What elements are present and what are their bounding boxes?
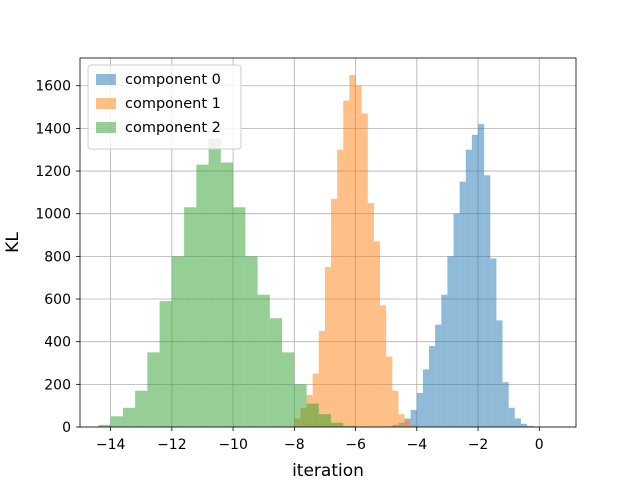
histogram-bar (520, 423, 528, 427)
histogram-bar (453, 213, 460, 427)
histogram-bar (331, 422, 344, 427)
histogram-bar (110, 416, 123, 427)
y-tick-label: 400 (44, 335, 71, 351)
histogram-bar (208, 139, 221, 428)
histogram-bar (159, 301, 172, 427)
histogram-bar (318, 414, 332, 427)
y-tick-label: 200 (44, 377, 71, 393)
histogram-bar (282, 352, 295, 427)
legend-box (87, 64, 242, 150)
histogram-bar (490, 258, 497, 427)
legend-label: component 2 (125, 120, 221, 136)
histogram-bar (527, 425, 534, 427)
x-tick-label: −6 (345, 437, 366, 453)
histogram-bar (269, 318, 283, 427)
series-1-bars (294, 75, 417, 427)
y-axis-label: KL (3, 232, 23, 253)
x-tick-label: −4 (406, 437, 427, 453)
x-tick-label: −10 (218, 437, 248, 453)
x-tick-label: −8 (284, 437, 305, 453)
legend-label: component 0 (125, 72, 221, 88)
histogram-bar (484, 175, 491, 427)
histogram-bar (386, 356, 393, 427)
histogram-bar (380, 305, 387, 427)
histogram-bar (147, 352, 160, 427)
histogram-bar (429, 345, 436, 427)
histogram-bar (306, 403, 319, 427)
histogram-bar (496, 320, 503, 427)
histogram-bar (343, 425, 356, 427)
legend-swatch (96, 122, 116, 133)
histogram-bar (471, 134, 479, 427)
histogram-bar (318, 331, 325, 427)
histogram-bar (478, 124, 485, 427)
histogram-bar (122, 407, 136, 427)
y-tick-label: 800 (44, 249, 71, 265)
x-tick-label: −2 (468, 437, 489, 453)
histogram-bar (331, 198, 338, 427)
x-tick-label: −14 (96, 437, 126, 453)
bars-layer (98, 75, 534, 428)
histogram-bar (465, 149, 472, 427)
series-0-bars (392, 124, 534, 427)
histogram-bar (416, 392, 423, 427)
legend-swatch (96, 98, 116, 109)
plot-frame (79, 57, 577, 428)
histogram-bar (98, 424, 111, 427)
histogram-bar (508, 407, 515, 427)
histogram-bar (337, 149, 344, 427)
x-tick-label: −12 (157, 437, 187, 453)
histogram-bar (410, 409, 417, 427)
histogram-bar (435, 324, 442, 427)
y-tick-label: 1400 (35, 121, 71, 137)
histogram-bar (135, 390, 148, 427)
histogram-bar (410, 424, 417, 427)
x-axis: −14 −12 −10 −8 −6 −4 −2 0 (96, 427, 544, 453)
histogram-bar (349, 75, 356, 427)
y-tick-label: 0 (62, 420, 71, 436)
y-tick-label: 1200 (35, 164, 71, 180)
y-axis: 0 200 400 600 800 1000 1200 1400 1600 (35, 79, 80, 436)
histogram-bar (343, 100, 350, 427)
histogram-bar (257, 294, 270, 427)
legend-swatch (96, 74, 116, 85)
histogram-bar (171, 256, 185, 427)
y-tick-label: 1600 (35, 79, 71, 95)
histogram-bar (398, 414, 405, 427)
histogram-bar (294, 384, 307, 427)
histogram-bar (514, 418, 521, 427)
histogram-bar (196, 164, 209, 427)
x-axis-label: iteration (292, 461, 364, 480)
histogram-bar (361, 113, 368, 427)
histogram-bar (373, 241, 381, 427)
series-2-bars (98, 139, 356, 428)
legend-label: component 1 (125, 96, 221, 112)
histogram-bar (233, 207, 246, 427)
histogram-bar (441, 294, 448, 427)
histogram-bar (184, 207, 197, 427)
histogram-bar (355, 85, 362, 427)
histogram-bar (312, 373, 319, 427)
histogram-bar (220, 162, 234, 427)
histogram-bar (447, 256, 454, 427)
y-tick-label: 600 (44, 292, 71, 308)
histogram-bar (502, 382, 509, 427)
histogram-bar (459, 181, 466, 427)
histogram-bar (422, 369, 430, 427)
histogram-bar (392, 390, 399, 427)
legend: component 0 component 1 component 2 (87, 64, 242, 150)
histogram-bar (367, 203, 374, 427)
x-tick-label: 0 (535, 437, 544, 453)
y-tick-label: 1000 (35, 207, 71, 223)
histogram-bar (404, 420, 411, 427)
histogram-bar (245, 256, 258, 427)
histogram-bar (324, 267, 332, 427)
